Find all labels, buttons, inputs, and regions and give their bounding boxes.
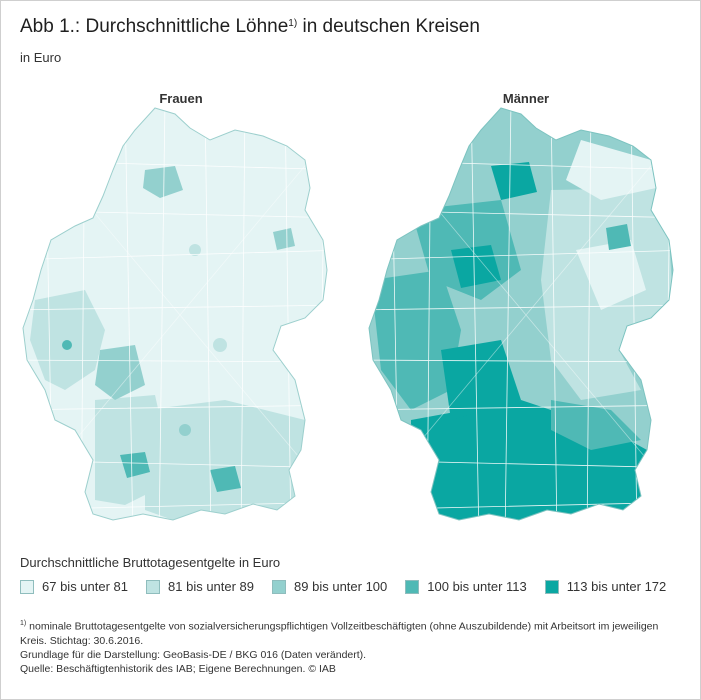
figure-subtitle: in Euro: [20, 50, 62, 65]
legend-label: 67 bis unter 81: [42, 579, 129, 594]
legend-label: 100 bis unter 113: [427, 579, 527, 594]
frauen-region-southwest: [95, 395, 165, 505]
maenner-region-rhein-main: [441, 340, 521, 420]
maenner-region-hamburg: [491, 162, 537, 200]
legend-label: 81 bis unter 89: [168, 579, 255, 594]
footnote-definition: 1) nominale Bruttotagesentgelte von sozi…: [20, 620, 659, 647]
map-label-frauen: Frauen: [159, 91, 203, 106]
frauen-region-cell: [213, 338, 227, 352]
footnote-basis: Grundlage für die Darstellung: GeoBasis-…: [20, 648, 367, 661]
legend-label: 89 bis unter 100: [294, 579, 388, 594]
legend-title: Durchschnittliche Bruttotagesentgelte in…: [20, 555, 281, 570]
map-label-maenner: Männer: [502, 91, 550, 106]
map-frauen: [22, 107, 328, 521]
legend-swatch: [272, 579, 287, 594]
frauen-region-hamburg: [143, 166, 183, 198]
figure-title: Abb 1.: Durchschnittliche Löhne1) in deu…: [20, 16, 480, 37]
legend-swatch: [146, 579, 161, 594]
legend-swatch: [405, 579, 420, 594]
maenner-region-west: [371, 270, 461, 410]
legend-swatch: [544, 579, 559, 594]
frauen-region-rhein-main: [95, 345, 145, 400]
frauen-region-stuttgart: [120, 452, 150, 478]
legend-item: 113 bis unter 172: [544, 579, 667, 594]
legend-item: 67 bis unter 81: [20, 579, 128, 594]
frauen-region-berlin: [273, 228, 295, 250]
maenner-outline: [368, 107, 674, 521]
legend-item: 89 bis unter 100: [272, 579, 387, 594]
frauen-region-cell: [62, 340, 72, 350]
frauen-region-south: [145, 400, 305, 520]
map-maenner: [368, 107, 674, 521]
legend-swatch: [20, 579, 34, 594]
legend-item: 100 bis unter 113: [405, 579, 527, 594]
footnote-source: Quelle: Beschäftigtenhistorik des IAB; E…: [20, 662, 336, 675]
frauen-region-cell: [189, 244, 201, 256]
map-maenner-regions: [369, 108, 673, 520]
legend-label: 113 bis unter 172: [566, 579, 667, 594]
footnotes: 1) nominale Bruttotagesentgelte von sozi…: [20, 617, 680, 676]
frauen-region-munich: [210, 466, 241, 492]
frauen-region-cell: [179, 424, 191, 436]
legend: 67 bis unter 81 81 bis unter 89 89 bis u…: [20, 579, 684, 594]
map-frauen-regions: [23, 108, 327, 520]
maenner-region-berlin: [606, 224, 631, 250]
legend-item: 81 bis unter 89: [146, 579, 254, 594]
maenner-region-east-bavaria: [551, 400, 641, 450]
maenner-region-northeast: [566, 140, 656, 200]
maenner-region-brandenburg: [576, 240, 646, 310]
maenner-borders: [369, 108, 673, 520]
frauen-outline: [22, 107, 328, 521]
